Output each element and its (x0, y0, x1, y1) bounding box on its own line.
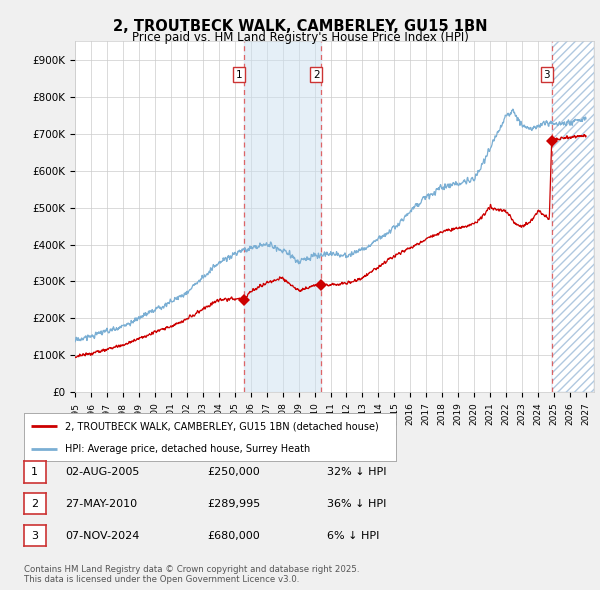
Text: HPI: Average price, detached house, Surrey Heath: HPI: Average price, detached house, Surr… (65, 444, 310, 454)
Text: 1: 1 (31, 467, 38, 477)
Bar (551, 41, 594, 392)
Text: 27-MAY-2010: 27-MAY-2010 (65, 499, 137, 509)
Text: Contains HM Land Registry data © Crown copyright and database right 2025.
This d: Contains HM Land Registry data © Crown c… (24, 565, 359, 584)
Bar (551, 41, 594, 392)
Text: 07-NOV-2024: 07-NOV-2024 (65, 531, 139, 540)
Text: £250,000: £250,000 (207, 467, 260, 477)
Text: 2, TROUTBECK WALK, CAMBERLEY, GU15 1BN: 2, TROUTBECK WALK, CAMBERLEY, GU15 1BN (113, 19, 487, 34)
Text: 36% ↓ HPI: 36% ↓ HPI (327, 499, 386, 509)
Text: 2: 2 (313, 70, 320, 80)
Text: 32% ↓ HPI: 32% ↓ HPI (327, 467, 386, 477)
Text: 2, TROUTBECK WALK, CAMBERLEY, GU15 1BN (detached house): 2, TROUTBECK WALK, CAMBERLEY, GU15 1BN (… (65, 421, 379, 431)
Text: £680,000: £680,000 (207, 531, 260, 540)
Text: 1: 1 (236, 70, 242, 80)
Text: 2: 2 (31, 499, 38, 509)
Text: 3: 3 (544, 70, 550, 80)
Text: £289,995: £289,995 (207, 499, 260, 509)
Text: Price paid vs. HM Land Registry's House Price Index (HPI): Price paid vs. HM Land Registry's House … (131, 31, 469, 44)
Bar (244, 41, 321, 392)
Text: 6% ↓ HPI: 6% ↓ HPI (327, 531, 379, 540)
Text: 3: 3 (31, 531, 38, 540)
Text: 02-AUG-2005: 02-AUG-2005 (65, 467, 139, 477)
